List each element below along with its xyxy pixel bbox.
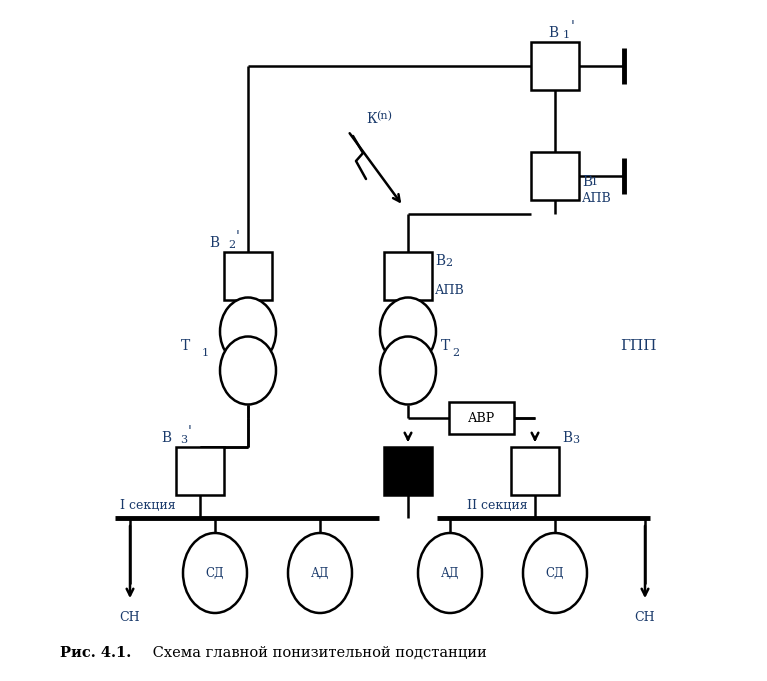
- Text: 1: 1: [202, 348, 209, 358]
- Text: СН: СН: [634, 611, 655, 624]
- Text: АВР: АВР: [467, 411, 495, 424]
- Text: 1: 1: [591, 177, 598, 187]
- Text: Т: Т: [181, 339, 190, 353]
- Text: В: В: [582, 175, 592, 189]
- Text: 3: 3: [572, 435, 579, 445]
- Text: ': ': [188, 425, 192, 439]
- Text: СД: СД: [206, 567, 224, 580]
- Text: ': ': [571, 20, 575, 34]
- Ellipse shape: [380, 336, 436, 405]
- Text: АПВ: АПВ: [435, 284, 465, 297]
- Text: Рис. 4.1.: Рис. 4.1.: [60, 646, 131, 660]
- Text: СД: СД: [545, 567, 565, 580]
- Bar: [176, 447, 224, 495]
- Text: СН: СН: [120, 611, 140, 624]
- Text: АД: АД: [311, 567, 329, 580]
- Ellipse shape: [220, 336, 276, 405]
- Text: АПВ: АПВ: [582, 191, 612, 204]
- Text: 1: 1: [563, 30, 570, 40]
- Ellipse shape: [418, 533, 482, 613]
- Text: ГПП: ГПП: [620, 339, 657, 353]
- Bar: [384, 252, 432, 300]
- Text: (n): (n): [376, 111, 392, 121]
- Ellipse shape: [380, 298, 436, 366]
- Text: I секция: I секция: [120, 499, 176, 512]
- Text: В: В: [209, 236, 219, 250]
- Text: Т: Т: [441, 339, 450, 353]
- Bar: [531, 152, 579, 200]
- Bar: [531, 42, 579, 90]
- Text: ': ': [236, 230, 240, 244]
- Text: 2: 2: [452, 348, 459, 358]
- Text: 3: 3: [180, 435, 187, 445]
- Text: Схема главной понизительной подстанции: Схема главной понизительной подстанции: [148, 646, 487, 660]
- Bar: [449, 402, 513, 434]
- Ellipse shape: [288, 533, 352, 613]
- Text: К: К: [366, 112, 377, 126]
- Ellipse shape: [523, 533, 587, 613]
- Text: АД: АД: [441, 567, 459, 580]
- Ellipse shape: [220, 298, 276, 366]
- Ellipse shape: [183, 533, 247, 613]
- Text: В: В: [161, 431, 171, 445]
- Text: В: В: [435, 254, 445, 268]
- Bar: [384, 447, 432, 495]
- Bar: [511, 447, 559, 495]
- Bar: [224, 252, 272, 300]
- Text: В: В: [548, 26, 558, 40]
- Text: II секция: II секция: [467, 499, 528, 512]
- Text: 2: 2: [445, 258, 452, 268]
- Text: В: В: [562, 431, 572, 445]
- Text: 2: 2: [228, 240, 235, 250]
